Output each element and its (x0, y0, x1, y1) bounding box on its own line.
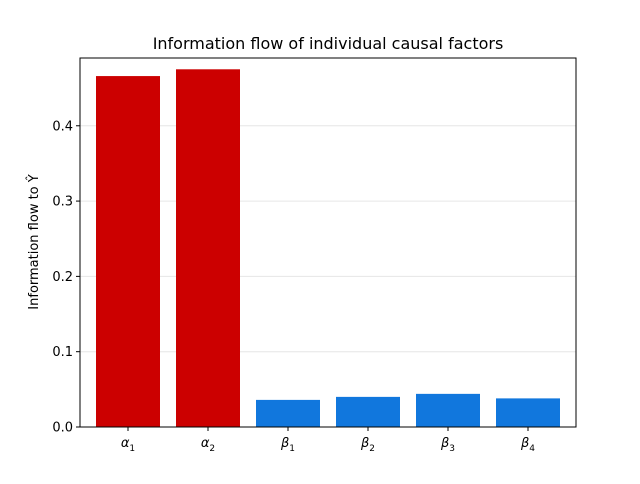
bar-α2 (176, 69, 240, 427)
bars (96, 69, 560, 427)
x-tick-label: α2 (201, 436, 215, 454)
x-tick-label-subscript: 1 (129, 444, 135, 454)
x-tick-label-subscript: 2 (369, 444, 375, 454)
x-tick-label-symbol: β (280, 436, 289, 451)
x-tick-label: β4 (520, 436, 535, 454)
x-tick-label: β3 (440, 436, 455, 454)
chart-title: Information flow of individual causal fa… (153, 34, 504, 53)
y-axis-label: Information flow to Ŷ (26, 174, 42, 309)
grid-lines (80, 125, 576, 353)
x-tick-label-subscript: 1 (289, 444, 295, 454)
y-tick-label: 0.4 (52, 119, 73, 134)
bar-β1 (256, 399, 320, 427)
y-tick-label: 0.1 (52, 345, 73, 360)
y-tick-label: 0.3 (52, 195, 73, 210)
x-tick-label-symbol: β (520, 436, 529, 451)
x-tick-label-subscript: 3 (449, 444, 455, 454)
x-tick-label: β1 (280, 436, 295, 454)
x-tick-label-symbol: α (201, 436, 210, 451)
x-tick-label-symbol: β (360, 436, 369, 451)
bar-α1 (96, 76, 160, 427)
bar-β3 (416, 393, 480, 427)
y-tick-label: 0.2 (52, 270, 73, 285)
y-tick-label: 0.0 (52, 421, 73, 436)
x-tick-label-symbol: β (440, 436, 449, 451)
bar-β4 (496, 398, 560, 427)
y-axis-ticks: 0.0 0.1 0.2 0.3 0.4 (52, 119, 80, 436)
x-tick-label-subscript: 2 (209, 444, 215, 454)
x-tick-label: α1 (121, 436, 135, 454)
x-axis-ticks: α1 α2 β1 β2 β3 β4 (121, 427, 535, 454)
x-tick-label-subscript: 4 (529, 444, 535, 454)
x-tick-label-symbol: α (121, 436, 130, 451)
plot-frame (79, 57, 577, 428)
bar-β2 (336, 396, 400, 427)
x-tick-label: β2 (360, 436, 375, 454)
